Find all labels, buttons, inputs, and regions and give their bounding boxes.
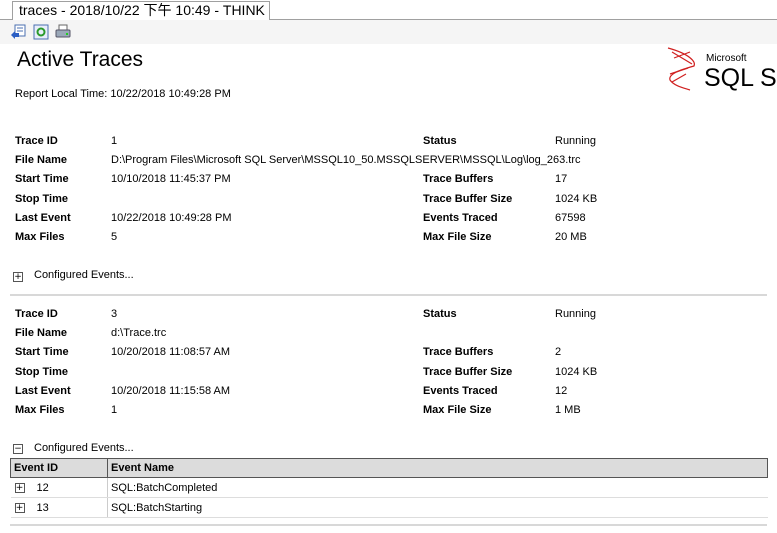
refresh-icon[interactable] <box>33 24 49 40</box>
label-status: Status <box>423 135 457 147</box>
value-trace-id: 3 <box>111 308 118 320</box>
label-max-file-size: Max File Size <box>423 404 492 416</box>
value-trace-buffers: 2 <box>555 346 562 358</box>
event-id: 12 <box>36 481 49 494</box>
label-stop-time: Stop Time <box>15 193 68 205</box>
svg-text:SQL Se: SQL Se <box>704 64 777 92</box>
col-event-id: Event ID <box>10 458 108 478</box>
label-trace-buffers: Trace Buffers <box>423 346 494 358</box>
value-start-time: 10/20/2018 11:08:57 AM <box>111 346 231 358</box>
table-row: +12 SQL:BatchCompleted <box>10 477 768 498</box>
toolbar <box>0 20 777 44</box>
value-trace-id: 1 <box>111 135 118 147</box>
tab-bar: traces - 2018/10/22 下午 10:49 - THINK <box>0 0 777 20</box>
label-trace-buffer-size: Trace Buffer Size <box>423 366 513 378</box>
value-last-event: 10/22/2018 10:49:28 PM <box>111 212 232 224</box>
label-events-traced: Events Traced <box>423 212 498 224</box>
value-trace-buffers: 17 <box>555 173 568 185</box>
svg-text:Microsoft: Microsoft <box>706 53 747 64</box>
label-status: Status <box>423 308 457 320</box>
label-max-file-size: Max File Size <box>423 231 492 243</box>
event-name: SQL:BatchStarting <box>107 497 768 518</box>
report-local-time: Report Local Time: 10/22/2018 10:49:28 P… <box>15 88 231 100</box>
label-trace-id: Trace ID <box>15 308 58 320</box>
label-max-files: Max Files <box>15 231 65 243</box>
value-trace-buffer-size: 1024 KB <box>555 193 598 205</box>
events-table: Event ID Event Name +12 SQL:BatchCompleted… <box>10 458 768 518</box>
page-title: Active Traces <box>17 48 144 71</box>
value-trace-buffer-size: 1024 KB <box>555 366 598 378</box>
document-tab[interactable]: traces - 2018/10/22 下午 10:49 - THINK <box>12 1 270 20</box>
value-max-file-size: 1 MB <box>555 404 581 416</box>
expand-icon[interactable]: + <box>14 483 25 493</box>
value-max-files: 1 <box>111 404 118 416</box>
label-events-traced: Events Traced <box>423 385 498 397</box>
expand-icon[interactable]: + <box>13 272 23 282</box>
value-last-event: 10/20/2018 11:15:58 AM <box>111 385 231 397</box>
label-stop-time: Stop Time <box>15 366 68 378</box>
value-file-name: d:\Trace.trc <box>111 327 167 339</box>
value-max-files: 5 <box>111 231 118 243</box>
table-row: +13 SQL:BatchStarting <box>10 497 768 518</box>
divider <box>10 294 767 296</box>
value-start-time: 10/10/2018 11:45:37 PM <box>111 173 231 185</box>
value-status: Running <box>555 135 596 147</box>
label-last-event: Last Event <box>15 385 71 397</box>
expand-icon[interactable]: + <box>14 503 25 513</box>
label-start-time: Start Time <box>15 173 69 185</box>
label-file-name: File Name <box>15 154 67 166</box>
value-events-traced: 67598 <box>555 212 586 224</box>
table-header: Event ID Event Name <box>10 458 768 478</box>
back-icon[interactable] <box>10 24 26 40</box>
value-status: Running <box>555 308 596 320</box>
label-trace-id: Trace ID <box>15 135 58 147</box>
label-file-name: File Name <box>15 327 67 339</box>
print-icon[interactable] <box>55 24 71 40</box>
label-last-event: Last Event <box>15 212 71 224</box>
configured-events-toggle[interactable]: Configured Events... <box>34 269 134 281</box>
label-trace-buffer-size: Trace Buffer Size <box>423 193 513 205</box>
label-start-time: Start Time <box>15 346 69 358</box>
value-events-traced: 12 <box>555 385 568 397</box>
label-trace-buffers: Trace Buffers <box>423 173 494 185</box>
configured-events-toggle[interactable]: Configured Events... <box>34 442 134 454</box>
collapse-icon[interactable]: − <box>13 444 23 454</box>
event-id: 13 <box>36 501 49 514</box>
divider <box>10 524 767 526</box>
col-event-name: Event Name <box>107 458 768 478</box>
value-file-name: D:\Program Files\Microsoft SQL Server\MS… <box>111 154 581 166</box>
event-name: SQL:BatchCompleted <box>107 477 768 498</box>
value-max-file-size: 20 MB <box>555 231 587 243</box>
label-max-files: Max Files <box>15 404 65 416</box>
